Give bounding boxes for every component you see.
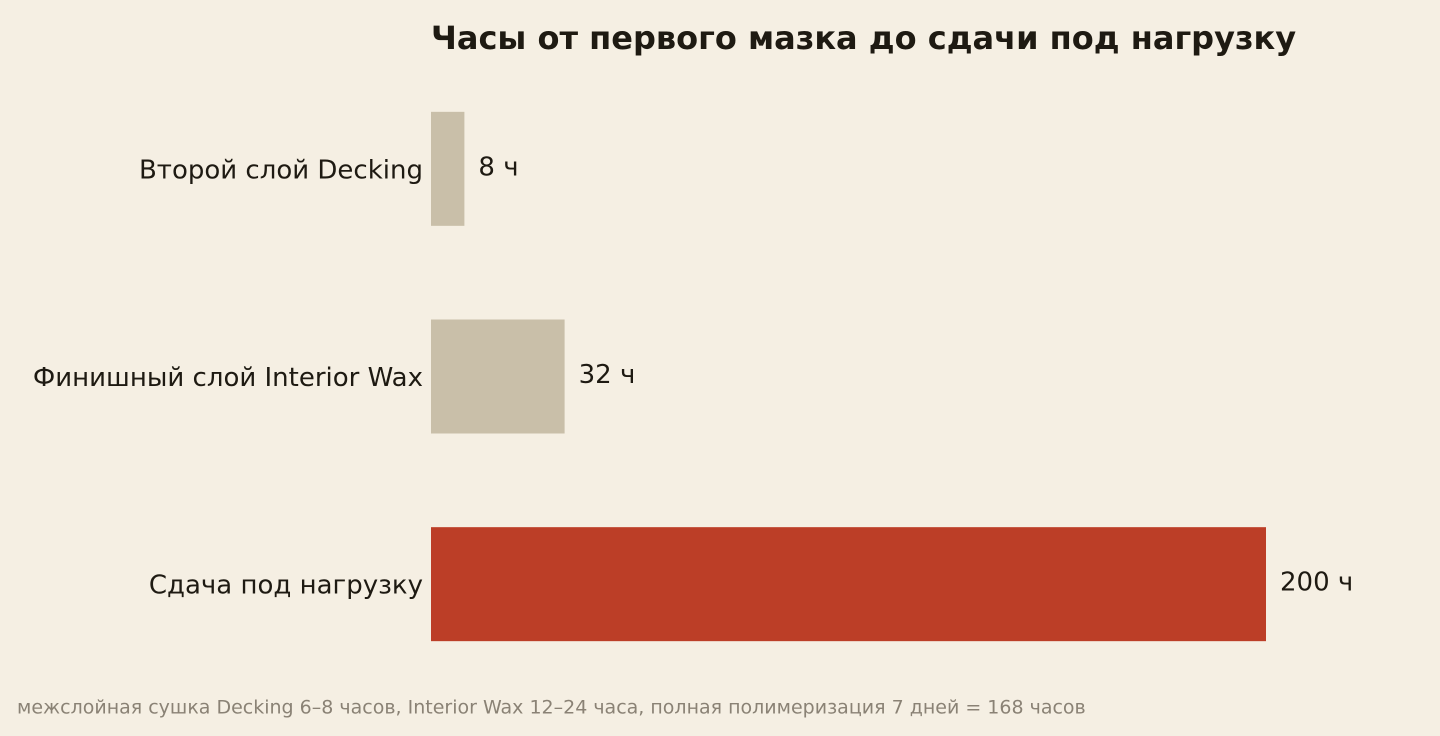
footnote: межслойная сушка Decking 6–8 часов, Inte… [17, 697, 1086, 719]
chart-title: Часы от первого мазка до сдачи под нагру… [431, 19, 1296, 57]
category-label: Финишный слой Interior Wax [33, 363, 423, 393]
value-label: 32 ч [579, 360, 636, 390]
bar [431, 111, 465, 226]
value-label: 200 ч [1280, 568, 1353, 598]
bar [431, 527, 1266, 642]
value-label: 8 ч [478, 152, 518, 182]
category-label: Второй слой Decking [139, 155, 423, 185]
bar [431, 319, 565, 434]
category-label: Сдача под нагрузку [149, 571, 423, 601]
